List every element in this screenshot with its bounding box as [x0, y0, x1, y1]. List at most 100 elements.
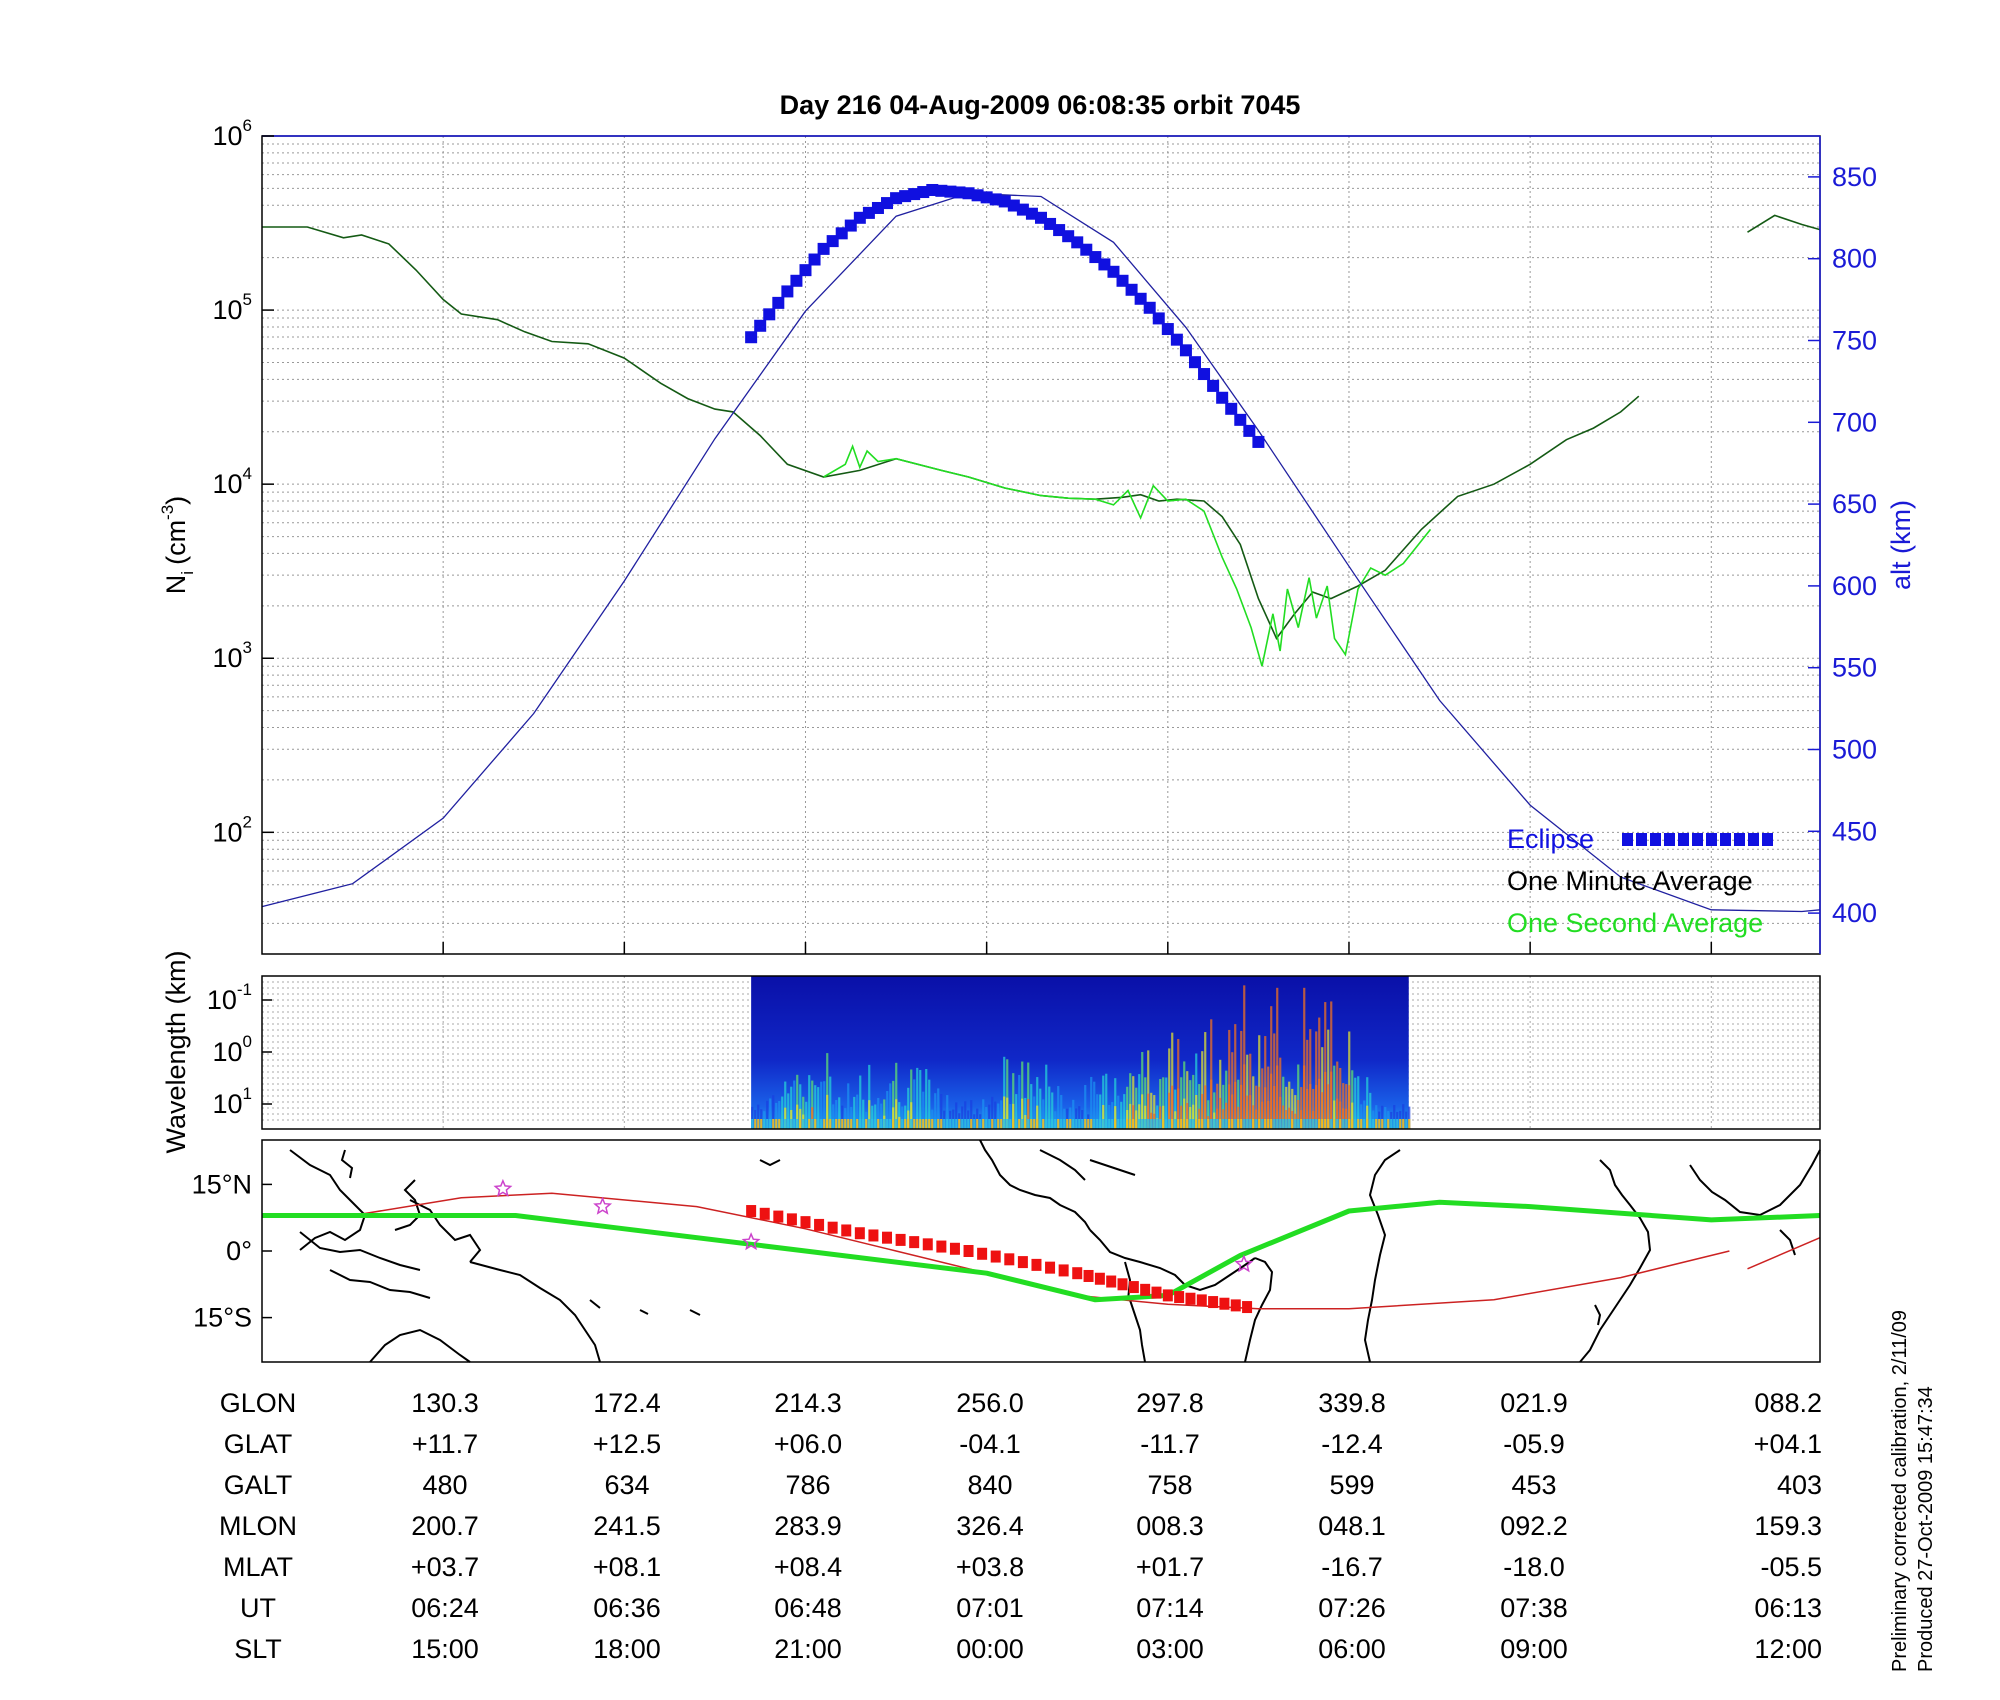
spectrogram-baseline [1111, 1119, 1114, 1129]
spectrogram-column [1063, 1108, 1066, 1129]
spectrogram-column [1036, 1077, 1039, 1129]
y-tick-base: 10 [212, 817, 242, 847]
eclipse-marker [1071, 236, 1084, 249]
spectrogram-column [1228, 1029, 1231, 1129]
table-cell: 326.4 [956, 1511, 1024, 1541]
spectrogram-column [1162, 1077, 1165, 1129]
legend-eclipse-square [1762, 833, 1773, 846]
spectrogram-column [784, 1081, 787, 1129]
spectrogram-column [1159, 1078, 1162, 1129]
spectrogram-column-hot [1021, 1098, 1024, 1129]
table-cell: 03:00 [1136, 1634, 1204, 1664]
y-tick-label: 104 [212, 464, 252, 499]
eclipse-marker [1107, 265, 1120, 278]
eclipse-marker [1098, 258, 1111, 271]
spectrogram-baseline [1330, 1119, 1333, 1129]
spectrogram-column-hot [1192, 1104, 1195, 1129]
spectrogram-baseline [1198, 1119, 1201, 1129]
spectrogram-baseline [1078, 1119, 1081, 1129]
spectrogram-column-hot [1231, 1094, 1234, 1129]
spectrogram-column [1393, 1105, 1396, 1129]
spectrogram-baseline [940, 1119, 943, 1129]
spectrogram-column [1342, 1083, 1345, 1129]
spectrogram-column [1198, 1084, 1201, 1129]
spectrogram-baseline [1294, 1119, 1297, 1129]
spectrogram-column [1369, 1092, 1372, 1129]
spectrogram-baseline [754, 1119, 757, 1129]
spectrogram-baseline [1000, 1119, 1003, 1129]
table-row-label: MLON [219, 1511, 297, 1541]
spectrogram-column [1039, 1088, 1042, 1129]
density-x-ticks [442, 942, 1713, 954]
spectrogram-baseline [1393, 1119, 1396, 1129]
eclipse-marker [989, 193, 1002, 206]
coastline [639, 1309, 649, 1315]
spectrogram-baseline [1312, 1119, 1315, 1129]
spectrogram-baseline [1216, 1119, 1219, 1129]
spectrogram-baseline [1270, 1119, 1273, 1129]
spectrogram-column [1324, 1002, 1327, 1129]
spectrogram-baseline [1021, 1119, 1024, 1129]
spectrogram-column [1027, 1062, 1030, 1129]
spectrogram-column-hot [1144, 1105, 1147, 1129]
eclipse-track-marker [854, 1227, 865, 1240]
eclipse-track-marker [746, 1205, 757, 1218]
spectrogram-column-hot [1168, 1092, 1171, 1129]
eclipse-track-marker [1094, 1272, 1105, 1285]
spectrogram-baseline [1267, 1119, 1270, 1129]
spectrogram-column [1270, 1006, 1273, 1129]
spectrogram-column-hot [1177, 1088, 1180, 1129]
table-cell: 07:14 [1136, 1593, 1204, 1623]
eclipse-marker [1062, 230, 1075, 243]
spectrogram-baseline [1138, 1119, 1141, 1129]
legend-eclipse-square [1720, 833, 1731, 846]
spectrogram-baseline [1042, 1119, 1045, 1129]
spectrogram-column-hot [1114, 1106, 1117, 1129]
spectrogram-column [940, 1094, 943, 1129]
spectrogram-baseline [970, 1119, 973, 1129]
spectrogram-column-hot [1246, 1095, 1249, 1129]
table-cell: +03.7 [411, 1552, 479, 1582]
eclipse-marker [944, 185, 957, 198]
eclipse-marker [1234, 413, 1247, 426]
eclipse-marker [1025, 207, 1038, 220]
spectrogram-baseline [769, 1119, 772, 1129]
spectrogram-baseline [1396, 1119, 1399, 1129]
spectrogram-column [751, 1106, 754, 1129]
spectrogram-column [901, 1106, 904, 1129]
spectrogram-column [955, 1102, 958, 1129]
spectrogram-baseline [1096, 1119, 1099, 1129]
eclipse-track-marker [1117, 1278, 1128, 1291]
spectrogram-baseline [1054, 1119, 1057, 1129]
spectrogram-baseline [883, 1119, 886, 1129]
eclipse-marker [1207, 379, 1220, 392]
spectrogram-baseline [1258, 1119, 1261, 1129]
eclipse-track-marker [909, 1236, 920, 1249]
spectrogram-baseline [1177, 1119, 1180, 1129]
spectrogram-baseline [982, 1119, 985, 1129]
spectrogram-baseline [928, 1119, 931, 1129]
eclipse-track-marker [1031, 1258, 1042, 1271]
spectrogram-baseline [1243, 1119, 1246, 1129]
spectrogram-column [1018, 1074, 1021, 1129]
table-cell: 18:00 [593, 1634, 661, 1664]
one-second-average-line [823, 444, 1432, 667]
spectrogram-column [826, 1053, 829, 1129]
eclipse-marker [754, 319, 767, 332]
eclipse-marker [1080, 243, 1093, 256]
spectrogram-column [1000, 1100, 1003, 1129]
legend-eclipse-square [1748, 833, 1759, 846]
alt-tick-label: 550 [1832, 653, 1877, 683]
spectrogram-baseline [1090, 1119, 1093, 1129]
spectrogram-column [823, 1081, 826, 1129]
spectrogram-column [1351, 1070, 1354, 1129]
spectrogram-column [1192, 1074, 1195, 1129]
spectrogram-baseline [1012, 1119, 1015, 1129]
spectrogram-baseline [814, 1119, 817, 1129]
spectrogram-baseline [892, 1119, 895, 1129]
coastline [689, 1309, 701, 1316]
eclipse-marker [817, 242, 830, 255]
spectrogram-baseline [1015, 1119, 1018, 1129]
spectrogram-baseline [1147, 1119, 1150, 1129]
